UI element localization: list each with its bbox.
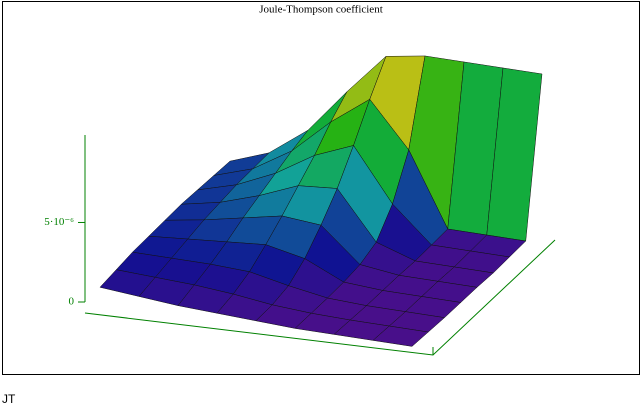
- caption: JT: [2, 392, 16, 406]
- z-tick-label: 0: [69, 296, 75, 308]
- z-tick-label: 5·10⁻⁶: [44, 216, 74, 228]
- surface-patch: [372, 325, 429, 347]
- chart-title: Joule-Thompson coefficient: [259, 4, 383, 16]
